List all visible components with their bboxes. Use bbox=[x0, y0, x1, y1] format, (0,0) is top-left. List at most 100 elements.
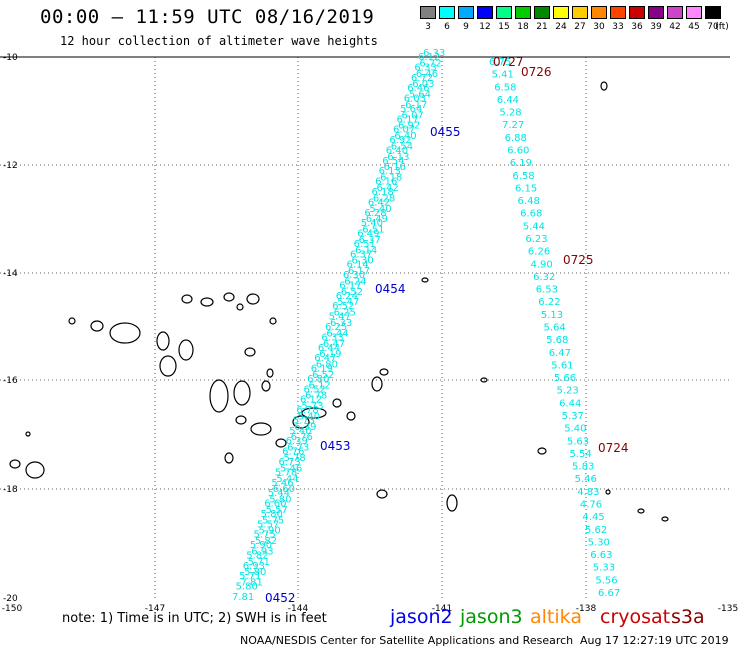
island bbox=[25, 461, 45, 479]
wave-height-label: 5.57 bbox=[266, 505, 288, 516]
wave-height-label: 5.64 bbox=[544, 323, 566, 334]
wave-height-label: 4.45 bbox=[582, 512, 604, 523]
wave-height-label: 7.81 bbox=[232, 592, 254, 603]
axis-labels: -150 -147 -144 -141 -138 -135 -10 -12 -14 -16 -18 -… bbox=[2, 53, 738, 614]
wave-height-label: 6.67 bbox=[598, 588, 620, 599]
sat-legend-jason3: jason3 bbox=[460, 606, 523, 628]
wave-height-label: 6.28 bbox=[364, 208, 386, 219]
wave-height-label: 5.64 bbox=[400, 104, 422, 115]
island bbox=[379, 368, 389, 376]
lon-label: -141 bbox=[432, 604, 452, 614]
island bbox=[109, 322, 141, 344]
pass-time-label: 0727 bbox=[493, 55, 524, 69]
wave-height-label: 6.44 bbox=[497, 95, 519, 106]
wave-height-label: 6.03 bbox=[412, 79, 434, 90]
pass-time-label: 0724 bbox=[598, 441, 629, 455]
wave-height-label: 6.42 bbox=[377, 183, 399, 194]
wave-height-label: 6.52 bbox=[332, 301, 354, 312]
wave-height-label: 6.28 bbox=[373, 193, 395, 204]
wave-height-label: 6.54 bbox=[382, 156, 404, 167]
wave-height-label: 6.92 bbox=[389, 135, 411, 146]
wave-height-label: 5.46 bbox=[280, 463, 302, 474]
footer-note: note: 1) Time is in UTC; 2) SWH is in fe… bbox=[62, 611, 327, 626]
wave-height-label: 6.60 bbox=[264, 499, 286, 510]
legend-swatch bbox=[515, 6, 531, 19]
wave-height-label: 5.40 bbox=[289, 426, 311, 437]
wave-height-label: 4.83 bbox=[577, 487, 599, 498]
wave-height-label: 6.12 bbox=[309, 380, 331, 391]
island bbox=[266, 368, 274, 378]
lat-label: -18 bbox=[3, 485, 18, 495]
wave-height-label: 6.47 bbox=[314, 353, 336, 364]
wave-height-label: 6.33 bbox=[330, 318, 352, 329]
wave-height-label: 6.52 bbox=[304, 384, 326, 395]
legend-swatch bbox=[420, 6, 436, 19]
wave-height-label: 6.32 bbox=[533, 272, 555, 283]
wave-height-label: 5.44 bbox=[276, 474, 298, 485]
lon-label: -138 bbox=[576, 604, 597, 614]
wave-height-label: 6.12 bbox=[300, 395, 322, 406]
wave-height-label: 4.76 bbox=[580, 500, 602, 511]
wave-height-label: 6.33 bbox=[414, 62, 436, 73]
wave-height-label: 5.40 bbox=[564, 424, 586, 435]
wave-height-label: 6.07 bbox=[402, 110, 424, 121]
wave-height-label: 5.47 bbox=[329, 312, 351, 323]
island bbox=[332, 398, 342, 408]
sat-legend-jason2: jason2 bbox=[390, 606, 453, 628]
wave-height-label: 6.44 bbox=[326, 328, 348, 339]
legend-level-label: 36 bbox=[631, 22, 643, 32]
wave-height-label: 5.62 bbox=[585, 525, 607, 536]
wave-height-label: 7.81 bbox=[241, 578, 263, 589]
island bbox=[269, 317, 277, 325]
wave-height-label: 5.56 bbox=[595, 575, 617, 586]
wave-height-label: 6.78 bbox=[296, 405, 318, 416]
wave-height-label: 6.42 bbox=[368, 197, 390, 208]
wave-height-label: 6.47 bbox=[323, 339, 345, 350]
wave-height-label: 6.16 bbox=[375, 177, 397, 188]
island bbox=[600, 81, 608, 91]
wave-height-label: 6.88 bbox=[505, 133, 527, 144]
legend-level-label: 27 bbox=[574, 22, 586, 32]
wave-height-label: 5.80 bbox=[269, 495, 291, 506]
wave-height-label: 5.47 bbox=[337, 297, 359, 308]
wave-height-label: 6.63 bbox=[590, 550, 612, 561]
wave-height-label: 6.15 bbox=[515, 183, 537, 194]
legend-swatch bbox=[496, 6, 512, 19]
wave-height-label: 7.27 bbox=[502, 120, 524, 131]
wave-height-label: 5.90 bbox=[250, 540, 272, 551]
wave-height-label: 6.14 bbox=[355, 245, 377, 256]
wave-height-label: 6.39 bbox=[286, 436, 308, 447]
wave-height-label: 6.17 bbox=[348, 266, 370, 277]
sat-legend-altika: altika bbox=[530, 606, 582, 628]
wave-height-label: 6.52 bbox=[341, 287, 363, 298]
legend-unit: (ft) bbox=[715, 22, 729, 32]
wave-height-label: 6.03 bbox=[404, 94, 426, 105]
wave-height-label: 6.14 bbox=[346, 260, 368, 271]
wave-height-label: 6.39 bbox=[294, 422, 316, 433]
island bbox=[246, 293, 260, 305]
island bbox=[224, 452, 234, 464]
legend-swatch bbox=[610, 6, 626, 19]
lat-label: -14 bbox=[3, 269, 18, 279]
wave-height-label: 5.46 bbox=[271, 478, 293, 489]
island bbox=[159, 355, 177, 377]
wave-height-label: 6.75 bbox=[489, 57, 511, 68]
wave-height-label: 5.64 bbox=[409, 90, 431, 101]
wave-height-label: 6.22 bbox=[538, 297, 560, 308]
wave-height-label: 6.58 bbox=[494, 82, 516, 93]
wave-height-label: 6.92 bbox=[398, 121, 420, 132]
map-title: 00:00 – 11:59 UTC 08/16/2019 bbox=[40, 6, 375, 28]
legend-level-label: 3 bbox=[425, 22, 431, 32]
legend-swatch bbox=[458, 6, 474, 19]
legend-level-label: 9 bbox=[463, 22, 469, 32]
wave-height-label: 5.54 bbox=[569, 449, 591, 460]
legend-swatch bbox=[477, 6, 493, 19]
wave-height-label: 5.44 bbox=[268, 488, 290, 499]
wave-height-label: 6.73 bbox=[279, 457, 301, 468]
wave-height-label: 5.28 bbox=[499, 108, 521, 119]
wave-height-label: 6.54 bbox=[391, 141, 413, 152]
wave-height-label: 5.75 bbox=[262, 515, 284, 526]
pass-time-label: 0453 bbox=[320, 439, 351, 453]
legend-level-label: 6 bbox=[444, 22, 450, 32]
wave-height-label: 6.33 bbox=[423, 48, 445, 59]
